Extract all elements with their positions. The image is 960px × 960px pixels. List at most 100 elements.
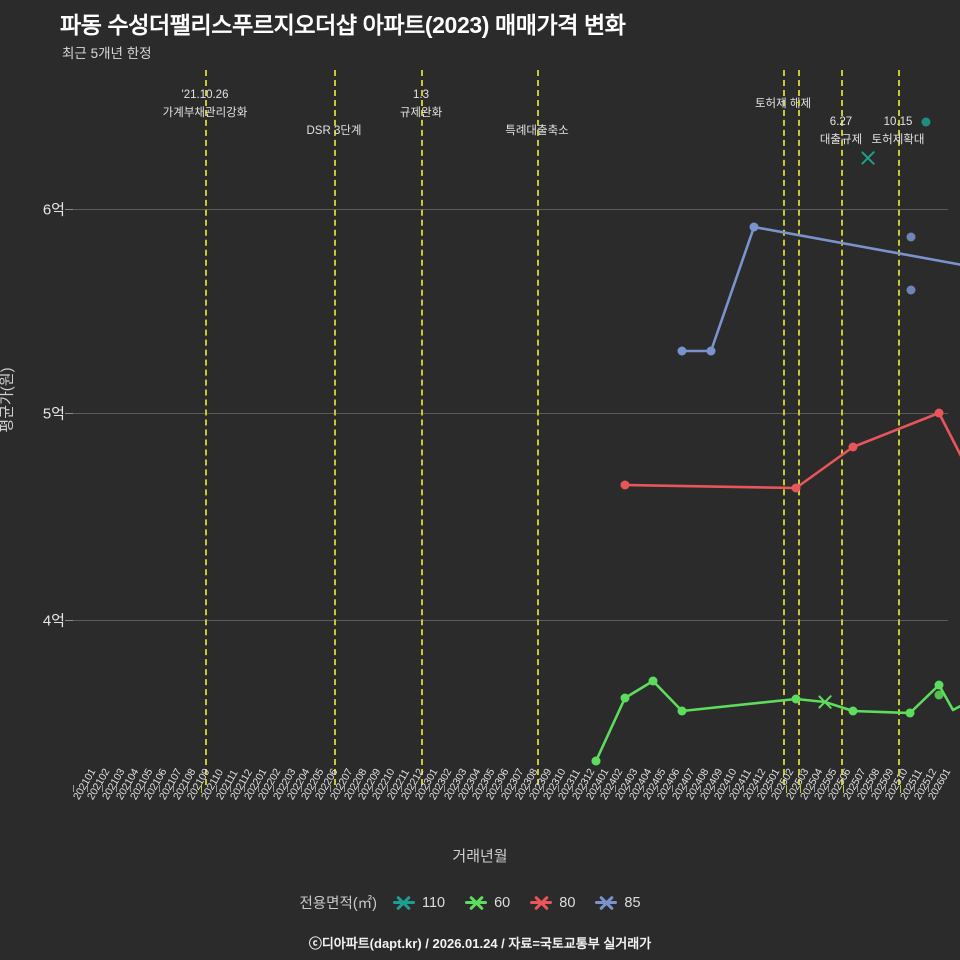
series-line-85	[680, 225, 960, 353]
x-tick	[457, 785, 459, 792]
data-point-60[interactable]	[848, 706, 858, 716]
x-tick	[201, 785, 203, 793]
x-tick	[557, 785, 559, 792]
scatter-point-60[interactable]	[934, 690, 944, 700]
data-point-60[interactable]	[677, 706, 687, 716]
x-tick	[928, 785, 929, 792]
legend-item-85[interactable]: 85	[595, 893, 641, 913]
event-marker-line	[205, 70, 207, 785]
x-tick	[400, 785, 402, 792]
x-tick	[814, 785, 815, 792]
x-tick	[757, 785, 758, 792]
event-date-label: 1.3	[413, 89, 429, 101]
x-tick	[286, 785, 288, 792]
legend-item-80[interactable]: 80	[530, 893, 575, 913]
plot-area: 6억 5억 4억 '21.10.26 가계부채관리강화 DSR 3단계 1.3 규제완화 특례…	[43, 70, 960, 802]
event-marker-line	[841, 70, 843, 785]
data-series-layer	[73, 70, 960, 785]
x-tick	[799, 785, 801, 793]
x-tick	[187, 785, 188, 792]
x-tick	[486, 785, 488, 792]
x-tick	[415, 785, 416, 792]
x-tick	[543, 785, 545, 792]
gridline	[73, 620, 948, 621]
legend-marker-icon	[465, 893, 488, 913]
event-date-label: 10.15	[883, 116, 913, 128]
x-tick	[785, 785, 787, 793]
data-point-85[interactable]	[749, 222, 759, 232]
scatter-point-85[interactable]	[906, 285, 916, 295]
x-tick	[856, 785, 858, 792]
legend-label: 110	[421, 894, 446, 911]
x-tick	[130, 785, 131, 792]
data-point-60[interactable]	[648, 676, 658, 686]
legend-item-110[interactable]: 110	[392, 893, 446, 913]
x-tick	[244, 785, 245, 792]
x-tick	[643, 785, 644, 792]
legend-marker-icon	[392, 893, 415, 913]
x-tick	[628, 785, 630, 792]
y-tick-dash	[65, 413, 73, 414]
data-point-80[interactable]	[848, 442, 858, 452]
x-tick	[73, 785, 74, 792]
x-tick	[372, 785, 374, 792]
footer-credit: ⓒ디아파트(dapt.kr) / 2026.01.24 / 자료=국토교통부 실…	[308, 936, 652, 951]
x-tick	[172, 785, 174, 792]
chart-title: 파동 수성더팰리스푸르지오더샵 아파트(2023) 매매가격 변화	[60, 12, 626, 38]
data-point-85[interactable]	[677, 346, 687, 356]
x-tick	[913, 785, 915, 792]
x-tick	[871, 785, 872, 792]
x-tick	[443, 785, 445, 792]
x-tick	[885, 785, 887, 792]
scatter-point-110[interactable]	[921, 117, 931, 127]
data-point-85[interactable]	[706, 346, 716, 356]
x-tick	[714, 785, 716, 792]
legend-label: 80	[559, 894, 576, 911]
x-tick	[828, 785, 830, 792]
legend-marker-icon	[595, 893, 618, 913]
legend-item-60[interactable]: 60	[465, 893, 510, 913]
event-marker-line	[783, 70, 785, 785]
data-point-60[interactable]	[620, 693, 630, 703]
event-name-label: 대출규제	[819, 134, 863, 146]
data-point-80[interactable]	[791, 483, 801, 493]
x-tick	[514, 785, 516, 792]
x-tick	[229, 785, 231, 792]
x-tick	[215, 785, 217, 792]
x-marker-110[interactable]	[859, 149, 877, 167]
x-axis-title: 거래년월	[452, 848, 508, 865]
event-marker-line	[334, 70, 336, 785]
x-tick	[842, 785, 844, 793]
x-tick	[899, 785, 901, 793]
legend-label: 60	[494, 894, 511, 911]
data-point-60[interactable]	[591, 756, 601, 766]
y-tick-dash	[65, 209, 73, 210]
x-tick	[500, 785, 502, 792]
x-tick	[742, 785, 744, 792]
x-tick	[700, 785, 701, 792]
x-tick	[586, 785, 587, 792]
legend-title: 전용면적(㎡)	[299, 896, 377, 912]
y-tick-label: 4억	[42, 612, 65, 630]
data-point-80[interactable]	[934, 408, 944, 418]
x-tick	[771, 785, 773, 792]
data-point-60[interactable]	[905, 708, 915, 718]
y-tick-dash	[65, 620, 73, 621]
x-tick	[158, 785, 160, 792]
data-point-60[interactable]	[791, 694, 801, 704]
x-tick	[258, 785, 260, 792]
event-marker-line	[798, 70, 800, 785]
x-tick	[728, 785, 730, 792]
event-marker-line	[421, 70, 423, 785]
scatter-point-85[interactable]	[906, 232, 916, 242]
x-marker-60[interactable]	[816, 693, 834, 711]
x-tick	[529, 785, 530, 792]
x-tick	[272, 785, 274, 792]
x-tick	[343, 785, 345, 792]
data-point-60[interactable]	[934, 680, 944, 690]
event-name-label: 가계부채관리강화	[162, 107, 248, 119]
event-name-label: 토허제확대	[871, 134, 925, 146]
data-point-80[interactable]	[620, 480, 630, 490]
x-tick	[101, 785, 103, 792]
x-tick	[671, 785, 673, 792]
